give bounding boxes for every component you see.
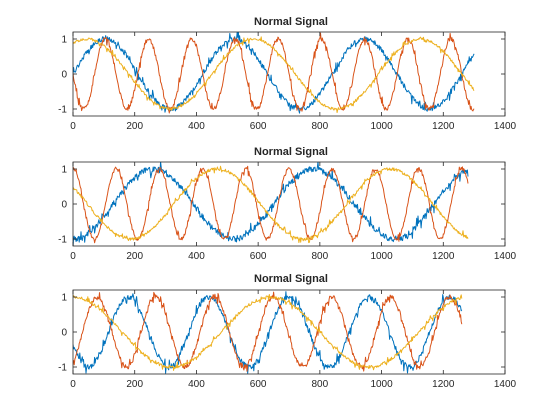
subplot-1-series-3-line (73, 36, 475, 113)
subplot-1-plot-area: 0 200 400 600 800 1000 1200 1400-101 (58, 31, 517, 132)
subplot-1-ytick-label: 1 (61, 35, 67, 46)
subplot-1: Normal Signal 0 200 400 600 800 1000 1200 1400 -… (58, 16, 516, 132)
subplot-3-xtick-label: 400 (188, 379, 205, 390)
subplot-2-xtick-label: 1200 (432, 251, 455, 262)
subplot-1-xtick-label: 200 (126, 121, 143, 132)
subplot-2: Normal Signal 0 200 400 600 800 1000 1200 1400 -… (58, 146, 516, 262)
subplot-1-series-2-line (73, 32, 475, 114)
subplot-3-xtick-label: 800 (312, 379, 329, 390)
subplot-1-ytick-label: 0 (61, 70, 67, 81)
subplot-1-xtick-label: 600 (250, 121, 267, 132)
subplot-1-ytick-label: -1 (58, 105, 67, 116)
subplot-3-series-2-line (73, 291, 463, 372)
subplot-2-ytick-label: 1 (61, 165, 67, 176)
subplot-1-xtick-label: 1000 (370, 121, 393, 132)
subplot-3-xtick-label: 1400 (494, 379, 517, 390)
subplot-1-xtick-label: 0 (70, 121, 76, 132)
subplot-3-title: Normal Signal (254, 273, 328, 285)
subplot-3-xtick-label: 1200 (432, 379, 455, 390)
subplot-3-xtick-label: 200 (126, 379, 143, 390)
subplot-2-xtick-label: 0 (70, 251, 76, 262)
subplot-3-xtick-label: 1000 (370, 379, 393, 390)
subplot-3-series-3-line (73, 294, 463, 371)
subplot-3: Normal Signal 0 200 400 600 800 1000 1200 1400 -… (58, 273, 516, 390)
subplot-2-ytick-label: 0 (61, 200, 67, 211)
subplot-1-xtick-label: 1200 (432, 121, 455, 132)
subplot-1-series-1-line (73, 32, 475, 114)
subplot-2-plot-area: 0 200 400 600 800 1000 1200 1400-101 (58, 161, 517, 262)
subplot-2-xtick-label: 800 (312, 251, 329, 262)
subplot-2-ytick-label: -1 (58, 235, 67, 246)
subplot-1-xtick-label: 1400 (494, 121, 517, 132)
subplot-1-xtick-label: 400 (188, 121, 205, 132)
subplot-2-series-3-line (73, 165, 469, 244)
subplot-2-title: Normal Signal (254, 146, 328, 158)
subplot-2-xtick-label: 1000 (370, 251, 393, 262)
subplot-2-xtick-label: 1400 (494, 251, 517, 262)
subplot-3-xtick-label: 0 (70, 379, 76, 390)
subplot-1-title: Normal Signal (254, 16, 328, 28)
subplot-2-xtick-label: 400 (188, 251, 205, 262)
subplot-3-ytick-label: -1 (58, 363, 67, 374)
subplot-1-xtick-label: 800 (312, 121, 329, 132)
subplot-3-xtick-label: 600 (250, 379, 267, 390)
subplot-2-xtick-label: 600 (250, 251, 267, 262)
subplot-2-series-1-line (73, 162, 469, 246)
subplot-3-ytick-label: 0 (61, 328, 67, 339)
subplot-2-xtick-label: 200 (126, 251, 143, 262)
subplot-3-ytick-label: 1 (61, 293, 67, 304)
subplot-3-plot-area: 0 200 400 600 800 1000 1200 1400-101 (58, 289, 517, 390)
